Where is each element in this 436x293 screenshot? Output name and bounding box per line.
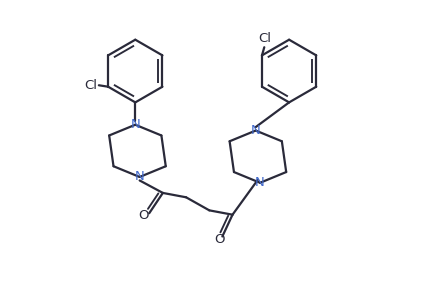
Text: O: O — [214, 234, 225, 246]
Text: N: N — [255, 176, 265, 189]
Text: N: N — [135, 171, 144, 183]
Text: N: N — [130, 118, 140, 131]
Text: Cl: Cl — [84, 79, 97, 92]
Text: Cl: Cl — [259, 32, 271, 45]
Text: N: N — [251, 124, 261, 137]
Text: O: O — [138, 209, 149, 222]
